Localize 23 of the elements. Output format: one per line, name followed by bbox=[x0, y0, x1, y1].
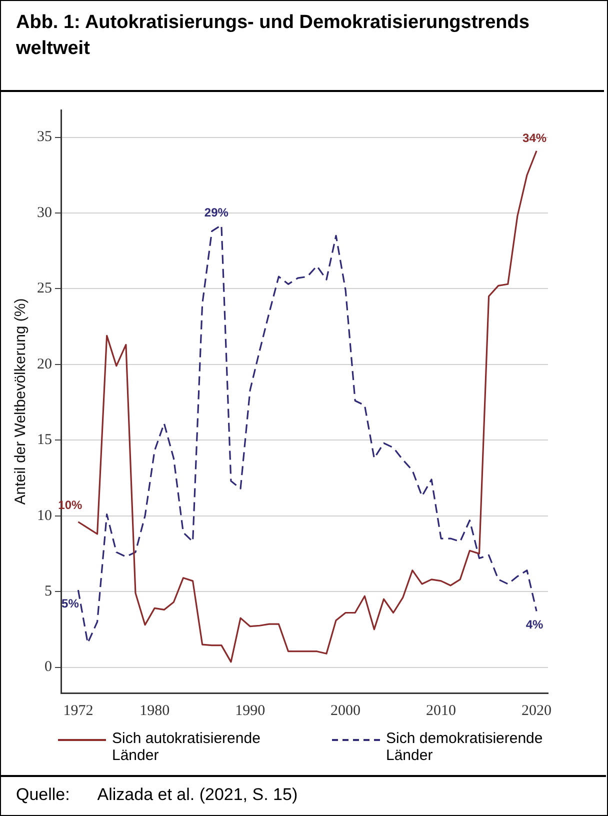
y-tick-label: 25 bbox=[37, 280, 52, 297]
x-tick-label: 2000 bbox=[330, 702, 361, 719]
x-tick-label: 2010 bbox=[426, 702, 456, 719]
y-tick-label: 15 bbox=[37, 432, 52, 448]
legend-label: Sich demokratisierende Länder bbox=[386, 730, 544, 764]
data-label: 29% bbox=[204, 205, 229, 220]
y-axis-title: Anteil der Weltbevölkerung (%) bbox=[12, 298, 30, 505]
x-tick-label: 1972 bbox=[63, 702, 94, 719]
x-tick-label: 2020 bbox=[522, 702, 552, 719]
source-note: Quelle: Alizada et al. (2021, S. 15) bbox=[0, 775, 606, 815]
legend-label: Sich autokratisierende Länder bbox=[112, 730, 262, 764]
data-label: 34% bbox=[522, 131, 547, 146]
y-tick-label: 20 bbox=[37, 356, 52, 372]
x-tick-label: 1980 bbox=[140, 702, 170, 719]
chart-title: Abb. 1: Autokratisierungs- und Demokratisierungstrends weltweit bbox=[0, 0, 604, 92]
y-tick-label: 0 bbox=[44, 659, 52, 676]
y-tick-label: 35 bbox=[37, 129, 52, 146]
y-tick-label: 30 bbox=[37, 204, 52, 221]
x-tick-label: 1990 bbox=[235, 702, 266, 719]
y-tick-label: 5 bbox=[44, 583, 52, 600]
data-label: 5% bbox=[62, 596, 80, 610]
y-tick-label: 10 bbox=[37, 508, 52, 524]
data-label: 4% bbox=[526, 618, 544, 632]
